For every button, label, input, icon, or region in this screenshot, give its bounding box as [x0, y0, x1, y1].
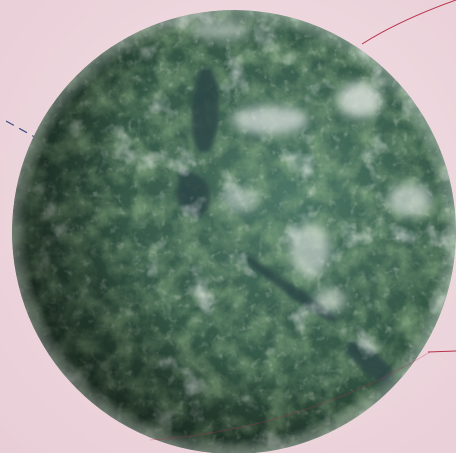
- orbit-line-front: [149, 351, 431, 441]
- orbit-line-bottom: [427, 350, 456, 353]
- planet-globe: [12, 10, 456, 453]
- orbit-line-top: [361, 0, 456, 45]
